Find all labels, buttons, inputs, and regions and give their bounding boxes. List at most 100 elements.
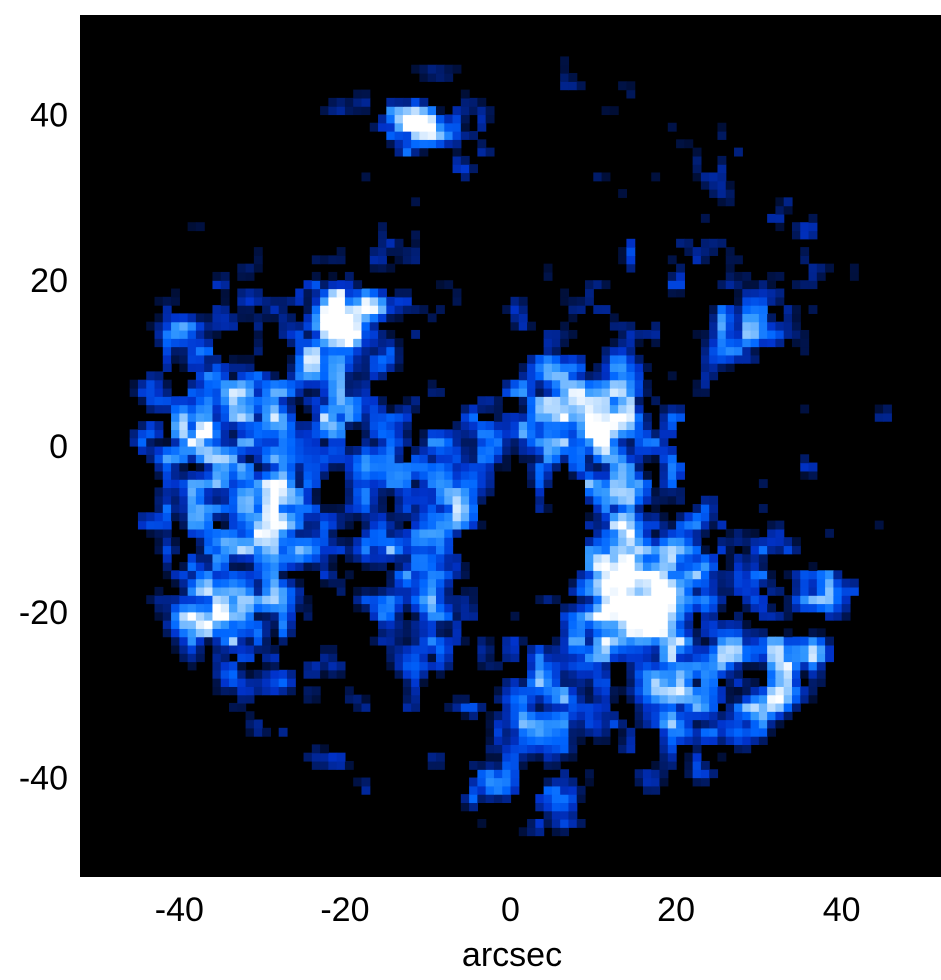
heatmap-cell <box>328 661 338 671</box>
heatmap-cell <box>195 329 205 339</box>
heatmap-cell <box>692 147 702 157</box>
heatmap-cell <box>626 487 636 497</box>
heatmap-cell <box>154 595 164 605</box>
heatmap-cell <box>361 462 371 472</box>
heatmap-cell <box>626 636 636 646</box>
heatmap-cell <box>278 404 288 414</box>
heatmap-cell <box>560 387 570 397</box>
heatmap-cell <box>187 329 197 339</box>
heatmap-cell <box>767 611 777 621</box>
heatmap-cell <box>551 785 561 795</box>
heatmap-cell <box>353 454 363 464</box>
heatmap-cell <box>725 329 735 339</box>
heatmap-cell <box>576 628 586 638</box>
heatmap-cell <box>700 528 710 538</box>
heatmap-cell <box>510 752 520 762</box>
heatmap-cell <box>518 694 528 704</box>
heatmap-cell <box>386 139 396 149</box>
heatmap-cell <box>676 545 685 555</box>
heatmap-cell <box>394 537 404 547</box>
heatmap-cell <box>502 711 512 721</box>
heatmap-cell <box>593 470 603 480</box>
heatmap-cell <box>361 288 371 298</box>
heatmap-cell <box>253 462 263 472</box>
heatmap-cell <box>609 379 619 389</box>
heatmap-cell <box>212 462 222 472</box>
heatmap-cell <box>601 669 611 679</box>
heatmap-cell <box>411 669 421 679</box>
heatmap-cell <box>742 537 752 547</box>
heatmap-cell <box>609 421 619 431</box>
heatmap-cell <box>543 263 553 273</box>
heatmap-cell <box>444 131 454 140</box>
heatmap-cell <box>402 404 412 414</box>
heatmap-cell <box>601 346 611 356</box>
heatmap-cell <box>386 620 396 629</box>
heatmap-cell <box>717 570 727 580</box>
heatmap-cell <box>378 454 387 464</box>
heatmap-cell <box>684 752 694 762</box>
heatmap-cell <box>460 702 470 712</box>
heatmap-cell <box>642 545 652 555</box>
heatmap-cell <box>816 271 826 281</box>
heatmap-cell <box>816 653 826 663</box>
heatmap-cell <box>386 421 396 431</box>
heatmap-cell <box>460 504 470 513</box>
heatmap-cell <box>419 562 429 571</box>
heatmap-cell <box>725 586 735 596</box>
heatmap-cell <box>560 777 570 787</box>
heatmap-cell <box>435 106 445 116</box>
heatmap-cell <box>460 512 470 522</box>
heatmap-cell <box>452 421 462 431</box>
heatmap-cell <box>336 512 346 522</box>
heatmap-cell <box>535 404 545 414</box>
heatmap-cell <box>618 719 628 729</box>
heatmap-cell <box>717 628 727 638</box>
heatmap-cell <box>419 528 429 538</box>
heatmap-cell <box>659 769 669 779</box>
heatmap-cell <box>270 446 280 455</box>
heatmap-cell <box>469 495 478 505</box>
heatmap-cell <box>816 644 826 654</box>
heatmap-cell <box>527 479 536 489</box>
heatmap-cell <box>195 222 205 232</box>
heatmap-cell <box>568 719 578 729</box>
heatmap-cell <box>585 545 594 555</box>
heatmap-cell <box>278 437 288 447</box>
heatmap-cell <box>378 288 387 298</box>
heatmap-cell <box>585 495 594 505</box>
heatmap-cell <box>452 106 462 116</box>
heatmap-cell <box>394 288 404 298</box>
heatmap-cell <box>833 611 843 621</box>
heatmap-cell <box>518 736 528 745</box>
heatmap-cell <box>344 446 354 455</box>
heatmap-cell <box>311 528 321 538</box>
heatmap-cell <box>204 479 214 489</box>
heatmap-cell <box>742 620 752 629</box>
heatmap-cell <box>452 553 462 563</box>
heatmap-cell <box>328 562 338 571</box>
heatmap-cell <box>212 387 222 397</box>
heatmap-cell <box>634 545 644 555</box>
heatmap-cell <box>568 611 578 621</box>
heatmap-cell <box>187 470 197 480</box>
heatmap-cell <box>245 296 255 306</box>
heatmap-cell <box>659 429 669 439</box>
heatmap-cell <box>725 702 735 712</box>
heatmap-cell <box>220 412 230 422</box>
heatmap-cell <box>286 454 296 464</box>
heatmap-cell <box>684 628 694 638</box>
heatmap-cell <box>667 694 677 704</box>
heatmap-cell <box>700 504 710 513</box>
heatmap-cell <box>775 321 785 331</box>
heatmap-cell <box>634 603 644 613</box>
heatmap-cell <box>791 636 801 646</box>
heatmap-cell <box>378 495 387 505</box>
heatmap-cell <box>237 611 247 621</box>
heatmap-cell <box>469 504 478 513</box>
heatmap-cell <box>568 661 578 671</box>
heatmap-cell <box>791 595 801 605</box>
heatmap-cell <box>402 578 412 588</box>
heatmap-cell <box>601 553 611 563</box>
heatmap-cell <box>229 678 238 687</box>
